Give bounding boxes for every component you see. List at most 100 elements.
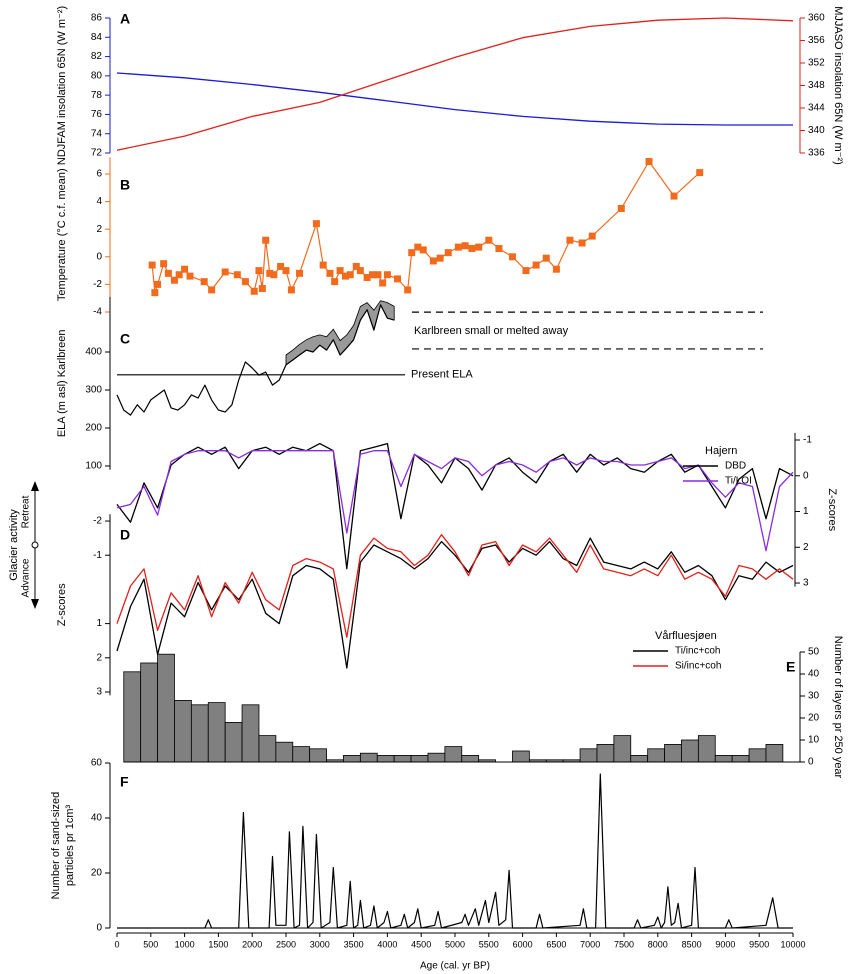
y-axis-title: Temperature (°C c.f. mean) (56, 168, 68, 301)
histogram-bar (461, 755, 480, 763)
data-marker (208, 286, 216, 294)
histogram-bar (292, 746, 311, 763)
histogram-bar (765, 744, 784, 763)
data-marker (408, 249, 416, 257)
data-marker (352, 262, 360, 270)
y-tick-label: -1 (803, 435, 812, 446)
y-tick-label: 0 (96, 251, 102, 262)
data-marker (617, 204, 625, 212)
legend-title: Hajern (705, 445, 737, 457)
histogram-bar (190, 704, 209, 763)
y-tick-label: 340 (808, 125, 825, 136)
y-tick-label: 1 (96, 618, 102, 629)
data-line (116, 534, 794, 638)
legend-label: Ti/inc+coh (675, 646, 720, 657)
y-tick-label: -4 (93, 307, 102, 318)
histogram-bar (731, 755, 750, 763)
histogram-bar (359, 752, 378, 763)
data-marker (250, 287, 258, 295)
data-marker (160, 260, 168, 268)
y-tick-label: 360 (808, 13, 825, 24)
data-marker (326, 269, 334, 277)
y-tick-label: -2 (93, 516, 102, 527)
y-tick-label: -2 (93, 279, 102, 290)
histogram-bar (140, 662, 158, 763)
data-marker (429, 257, 437, 265)
y-tick-label: 30 (808, 691, 820, 702)
data-marker (233, 271, 241, 279)
y-tick-label: -1 (93, 550, 102, 561)
y-tick-label: 60 (91, 758, 103, 769)
data-marker (475, 243, 483, 251)
data-marker (186, 272, 194, 280)
x-tick-label: 10000 (780, 939, 805, 949)
retreat-label: Retreat (21, 495, 32, 528)
data-marker (221, 268, 229, 276)
data-marker (346, 271, 354, 279)
y-axis-title: Z-scores (826, 488, 838, 531)
data-line (116, 304, 395, 416)
data-marker (508, 253, 516, 261)
x-tick-label: 4500 (411, 939, 431, 949)
data-marker (461, 242, 469, 250)
data-marker (148, 261, 156, 269)
x-tick-label: 0 (114, 939, 119, 949)
data-marker (258, 285, 266, 293)
data-marker (266, 269, 274, 277)
legend-label: Si/inc+coh (675, 661, 721, 672)
histogram-bar (275, 741, 294, 763)
x-tick-label: 5000 (445, 939, 465, 949)
x-tick-label: 3500 (344, 939, 364, 949)
panel-letter: F (120, 774, 129, 790)
x-tick-label: 8000 (648, 939, 668, 949)
histogram-bar (309, 748, 327, 763)
data-marker (296, 269, 304, 277)
histogram-bar (393, 755, 412, 763)
y-tick-label: 300 (85, 385, 102, 396)
y-tick-label: 78 (91, 90, 103, 101)
y-tick-label: 100 (85, 461, 102, 472)
arrow-head-up (31, 481, 39, 491)
data-marker (495, 245, 503, 253)
data-marker (522, 267, 530, 275)
data-marker (566, 236, 574, 244)
data-marker (175, 271, 183, 279)
histogram-bar (207, 702, 226, 763)
y-tick-label: 50 (808, 647, 820, 658)
data-line (116, 442, 794, 570)
y-tick-label: 352 (808, 58, 825, 69)
annotation: Karlbreen small or melted away (414, 325, 569, 337)
data-marker (485, 236, 493, 244)
panel-letter: C (120, 331, 130, 347)
y-tick-label: 4 (96, 196, 102, 207)
x-tick-label: 7000 (580, 939, 600, 949)
histogram-bar (512, 750, 530, 763)
histogram-bar (376, 755, 395, 763)
y-axis-title: NDJFAM insolation 65N (W m⁻²) (56, 6, 68, 165)
y-tick-label: 3 (803, 578, 809, 589)
data-marker (404, 286, 412, 294)
histogram-bar (579, 748, 598, 763)
x-tick-label: 8500 (682, 939, 702, 949)
legend-title: Vårfluesjøen (655, 630, 717, 642)
data-marker (181, 265, 189, 273)
data-marker (532, 261, 540, 269)
data-marker (341, 272, 349, 280)
y-axis-title: ELA (m asl) Karlbreen (56, 330, 68, 438)
y-tick-label: 76 (91, 109, 103, 120)
y-tick-label: 40 (91, 813, 103, 824)
y-axis-title: particles pr 1cm³ (64, 805, 76, 887)
data-marker (241, 278, 249, 286)
y-axis-title: Z-scores (56, 583, 68, 626)
histogram-bar (748, 748, 767, 763)
histogram-bar (258, 735, 277, 763)
data-line (116, 450, 794, 552)
y-tick-label: 80 (91, 70, 103, 81)
y-tick-label: 200 (85, 423, 102, 434)
data-marker (379, 279, 387, 287)
y-tick-label: 86 (91, 13, 103, 24)
data-marker (383, 271, 391, 279)
y-tick-label: 336 (808, 148, 825, 159)
data-line (116, 72, 793, 126)
